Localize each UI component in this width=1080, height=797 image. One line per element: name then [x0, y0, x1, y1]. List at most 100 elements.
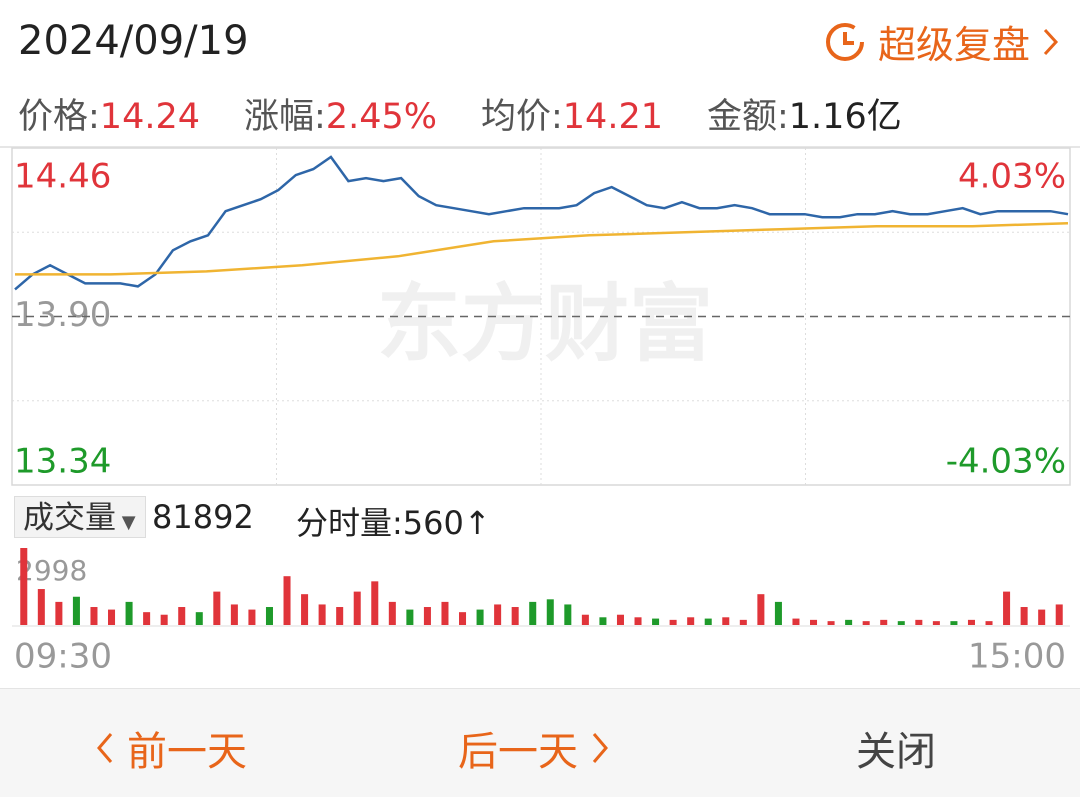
stat: 价格:14.24	[18, 88, 200, 139]
volume-bar	[336, 607, 344, 625]
volume-bar	[810, 619, 818, 625]
next-day[interactable]: 后一天	[458, 719, 610, 777]
volume-bar	[1003, 591, 1011, 625]
y2-tick-label: 4.03%	[958, 157, 1066, 197]
volume-bar	[388, 601, 396, 625]
volume-bar	[967, 619, 975, 625]
stat: 均价:14.21	[481, 88, 663, 139]
price-line	[15, 221, 1069, 276]
volume-bar	[213, 591, 221, 625]
volume-bar	[932, 621, 940, 625]
stat: 涨幅:2.45%	[244, 88, 437, 139]
replay-label: 超级复盘	[877, 23, 1030, 67]
volume-bar	[55, 601, 63, 625]
volume-bar	[862, 621, 870, 625]
volume-bar	[1055, 604, 1063, 625]
volume-bar	[739, 619, 747, 625]
y-tick-label: 14.46	[14, 157, 111, 197]
volume-bar	[476, 609, 484, 625]
replay-button[interactable]: 超级复盘	[820, 14, 1062, 69]
volume-bar	[318, 604, 326, 625]
chart: 东方财富 14.46 13.90 13.34 4.03% -4.03% 09:30 15:0…	[0, 146, 1080, 677]
date: 2024/09/19	[18, 18, 249, 64]
history-icon	[825, 22, 864, 61]
volume-bar	[353, 591, 361, 625]
volume-bar	[20, 548, 28, 625]
volume-total: 81892	[152, 498, 254, 536]
volume-bar	[985, 621, 993, 625]
volume-bar	[880, 619, 888, 625]
tick-volume: 分时量:560↑	[296, 498, 491, 544]
volume-bar	[774, 601, 782, 625]
volume-bar	[143, 612, 151, 625]
y-tick-label: 13.34	[14, 442, 111, 482]
volume-bar	[265, 607, 273, 625]
footer: 前一天 后一天 关闭	[0, 688, 1080, 797]
volume-bar	[406, 609, 414, 625]
close[interactable]: 关闭	[856, 729, 936, 775]
volume-bar	[687, 617, 695, 625]
volume-title: 成交量	[23, 500, 116, 536]
time-label: 09:30	[14, 637, 112, 677]
y-tick-label: 13.90	[14, 295, 111, 335]
volume-bar	[108, 609, 116, 625]
volume-bar	[371, 581, 379, 625]
volume-bar	[160, 614, 168, 625]
volume-bar	[827, 621, 835, 625]
stat-value: 14.24	[99, 97, 200, 137]
volume-bar	[283, 576, 291, 625]
stat-value: 2.45%	[325, 97, 437, 137]
volume-bar	[546, 599, 554, 625]
volume-bar	[178, 607, 186, 625]
volume-bar	[511, 607, 519, 625]
volume-bar	[845, 619, 853, 625]
prev-day[interactable]: 前一天	[95, 719, 247, 777]
volume-bar	[950, 621, 958, 625]
volume-bar	[704, 618, 712, 625]
volume-bar	[616, 614, 624, 625]
chevron	[592, 733, 608, 763]
volume-bar	[529, 601, 537, 625]
stat: 金额:1.16亿	[707, 88, 902, 139]
volume-dropdown[interactable]: 成交量 ▼	[14, 496, 146, 538]
stat-label: 价格:	[18, 97, 100, 137]
volume-bar	[72, 596, 80, 625]
chevron	[97, 733, 113, 763]
volume-bar	[37, 589, 45, 625]
stat-label: 涨幅:	[244, 97, 326, 137]
volume-bar	[301, 594, 309, 625]
y-tick-label: 2998	[16, 554, 87, 587]
volume-bar	[1038, 609, 1046, 625]
volume-bar	[792, 618, 800, 625]
volume-bar	[125, 601, 133, 625]
volume-bar	[494, 604, 502, 625]
price-line	[14, 155, 1069, 291]
stat-value: 14.21	[562, 97, 663, 137]
volume-bar	[722, 617, 730, 625]
volume-bar	[459, 612, 467, 625]
volume-bar	[195, 612, 203, 625]
stats: 价格:14.24 涨幅:2.45% 均价:14.21 金额:1.16亿	[18, 88, 902, 139]
volume-bar	[423, 607, 431, 625]
prev-label: 前一天	[127, 729, 247, 775]
tick-volume-value: 560↑	[402, 504, 491, 542]
volume-bar	[669, 619, 677, 625]
chevron	[1043, 28, 1059, 55]
stat-label: 金额:	[706, 97, 789, 137]
volume-bar	[757, 594, 765, 625]
volume-bar	[248, 609, 256, 625]
volume-bar	[599, 617, 607, 625]
watermark: 东方财富	[377, 275, 713, 373]
volume-bar	[581, 614, 589, 625]
volume-bar	[1020, 607, 1028, 625]
volume-bar	[634, 617, 642, 625]
volume-bar	[90, 607, 98, 625]
y2-tick-label: -4.03%	[946, 442, 1066, 482]
volume-bar	[441, 601, 449, 625]
tick-volume-label: 分时量:	[296, 504, 403, 542]
volume-bar	[652, 618, 660, 625]
volume-bar	[230, 604, 238, 625]
volume-bar	[915, 619, 923, 625]
next-label: 后一天	[458, 729, 578, 775]
